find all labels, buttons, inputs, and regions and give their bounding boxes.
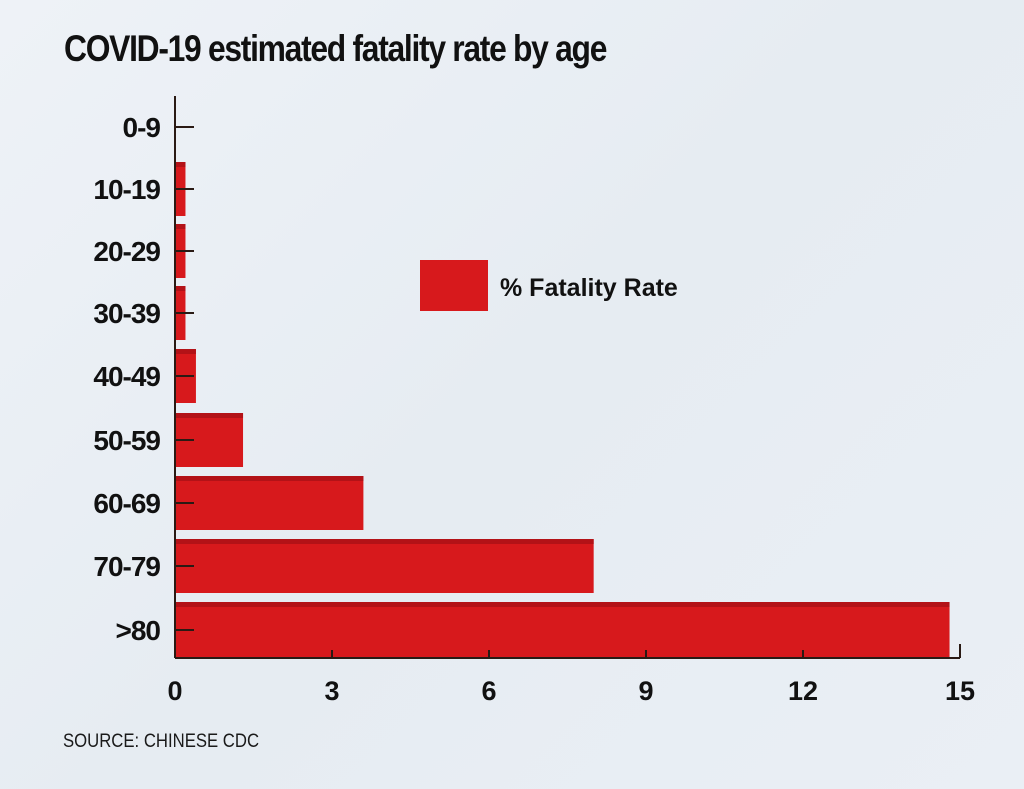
source-note: SOURCE: CHINESE CDC <box>63 731 260 752</box>
bar-top-shade-70-79 <box>175 539 594 544</box>
chart-title: COVID-19 estimated fatality rate by age <box>64 28 607 69</box>
x-tick-label: 6 <box>481 676 496 706</box>
bar-top-shade-20-29 <box>175 224 186 229</box>
y-tick-label: >80 <box>116 615 161 646</box>
x-tick-label: 0 <box>167 676 182 706</box>
legend-swatch <box>420 260 488 311</box>
y-tick-label: 50-59 <box>93 425 160 456</box>
y-tick-label: 60-69 <box>93 488 160 519</box>
bars-group <box>175 162 950 658</box>
bar-top-shade-10-19 <box>175 162 186 167</box>
y-tick-label: 40-49 <box>93 361 160 392</box>
legend: % Fatality Rate <box>420 260 678 311</box>
x-tick-label: 9 <box>638 676 653 706</box>
bar-70-79 <box>175 539 594 593</box>
legend-label: % Fatality Rate <box>500 274 678 302</box>
y-tick-label: 0-9 <box>123 112 161 143</box>
bar-top-shade-50-59 <box>175 413 244 418</box>
bar-top-shade->80 <box>175 602 950 607</box>
bar-top-shade-40-49 <box>175 349 196 354</box>
y-tick-label: 70-79 <box>93 551 160 582</box>
x-tick-label: 3 <box>324 676 339 706</box>
x-tick-label: 12 <box>788 676 818 706</box>
x-tick-label: 15 <box>945 676 975 706</box>
bar->80 <box>175 602 950 658</box>
y-tick-label: 10-19 <box>93 174 160 205</box>
bar-60-69 <box>175 476 364 530</box>
bar-top-shade-60-69 <box>175 476 364 481</box>
y-tick-label: 20-29 <box>93 236 160 267</box>
y-tick-label: 30-39 <box>93 298 160 329</box>
axes-group: 0-9 10-19 20-29 30-39 40-49 50-59 60-69 70-79 >8… <box>93 96 975 706</box>
bar-top-shade-30-39 <box>175 286 186 291</box>
